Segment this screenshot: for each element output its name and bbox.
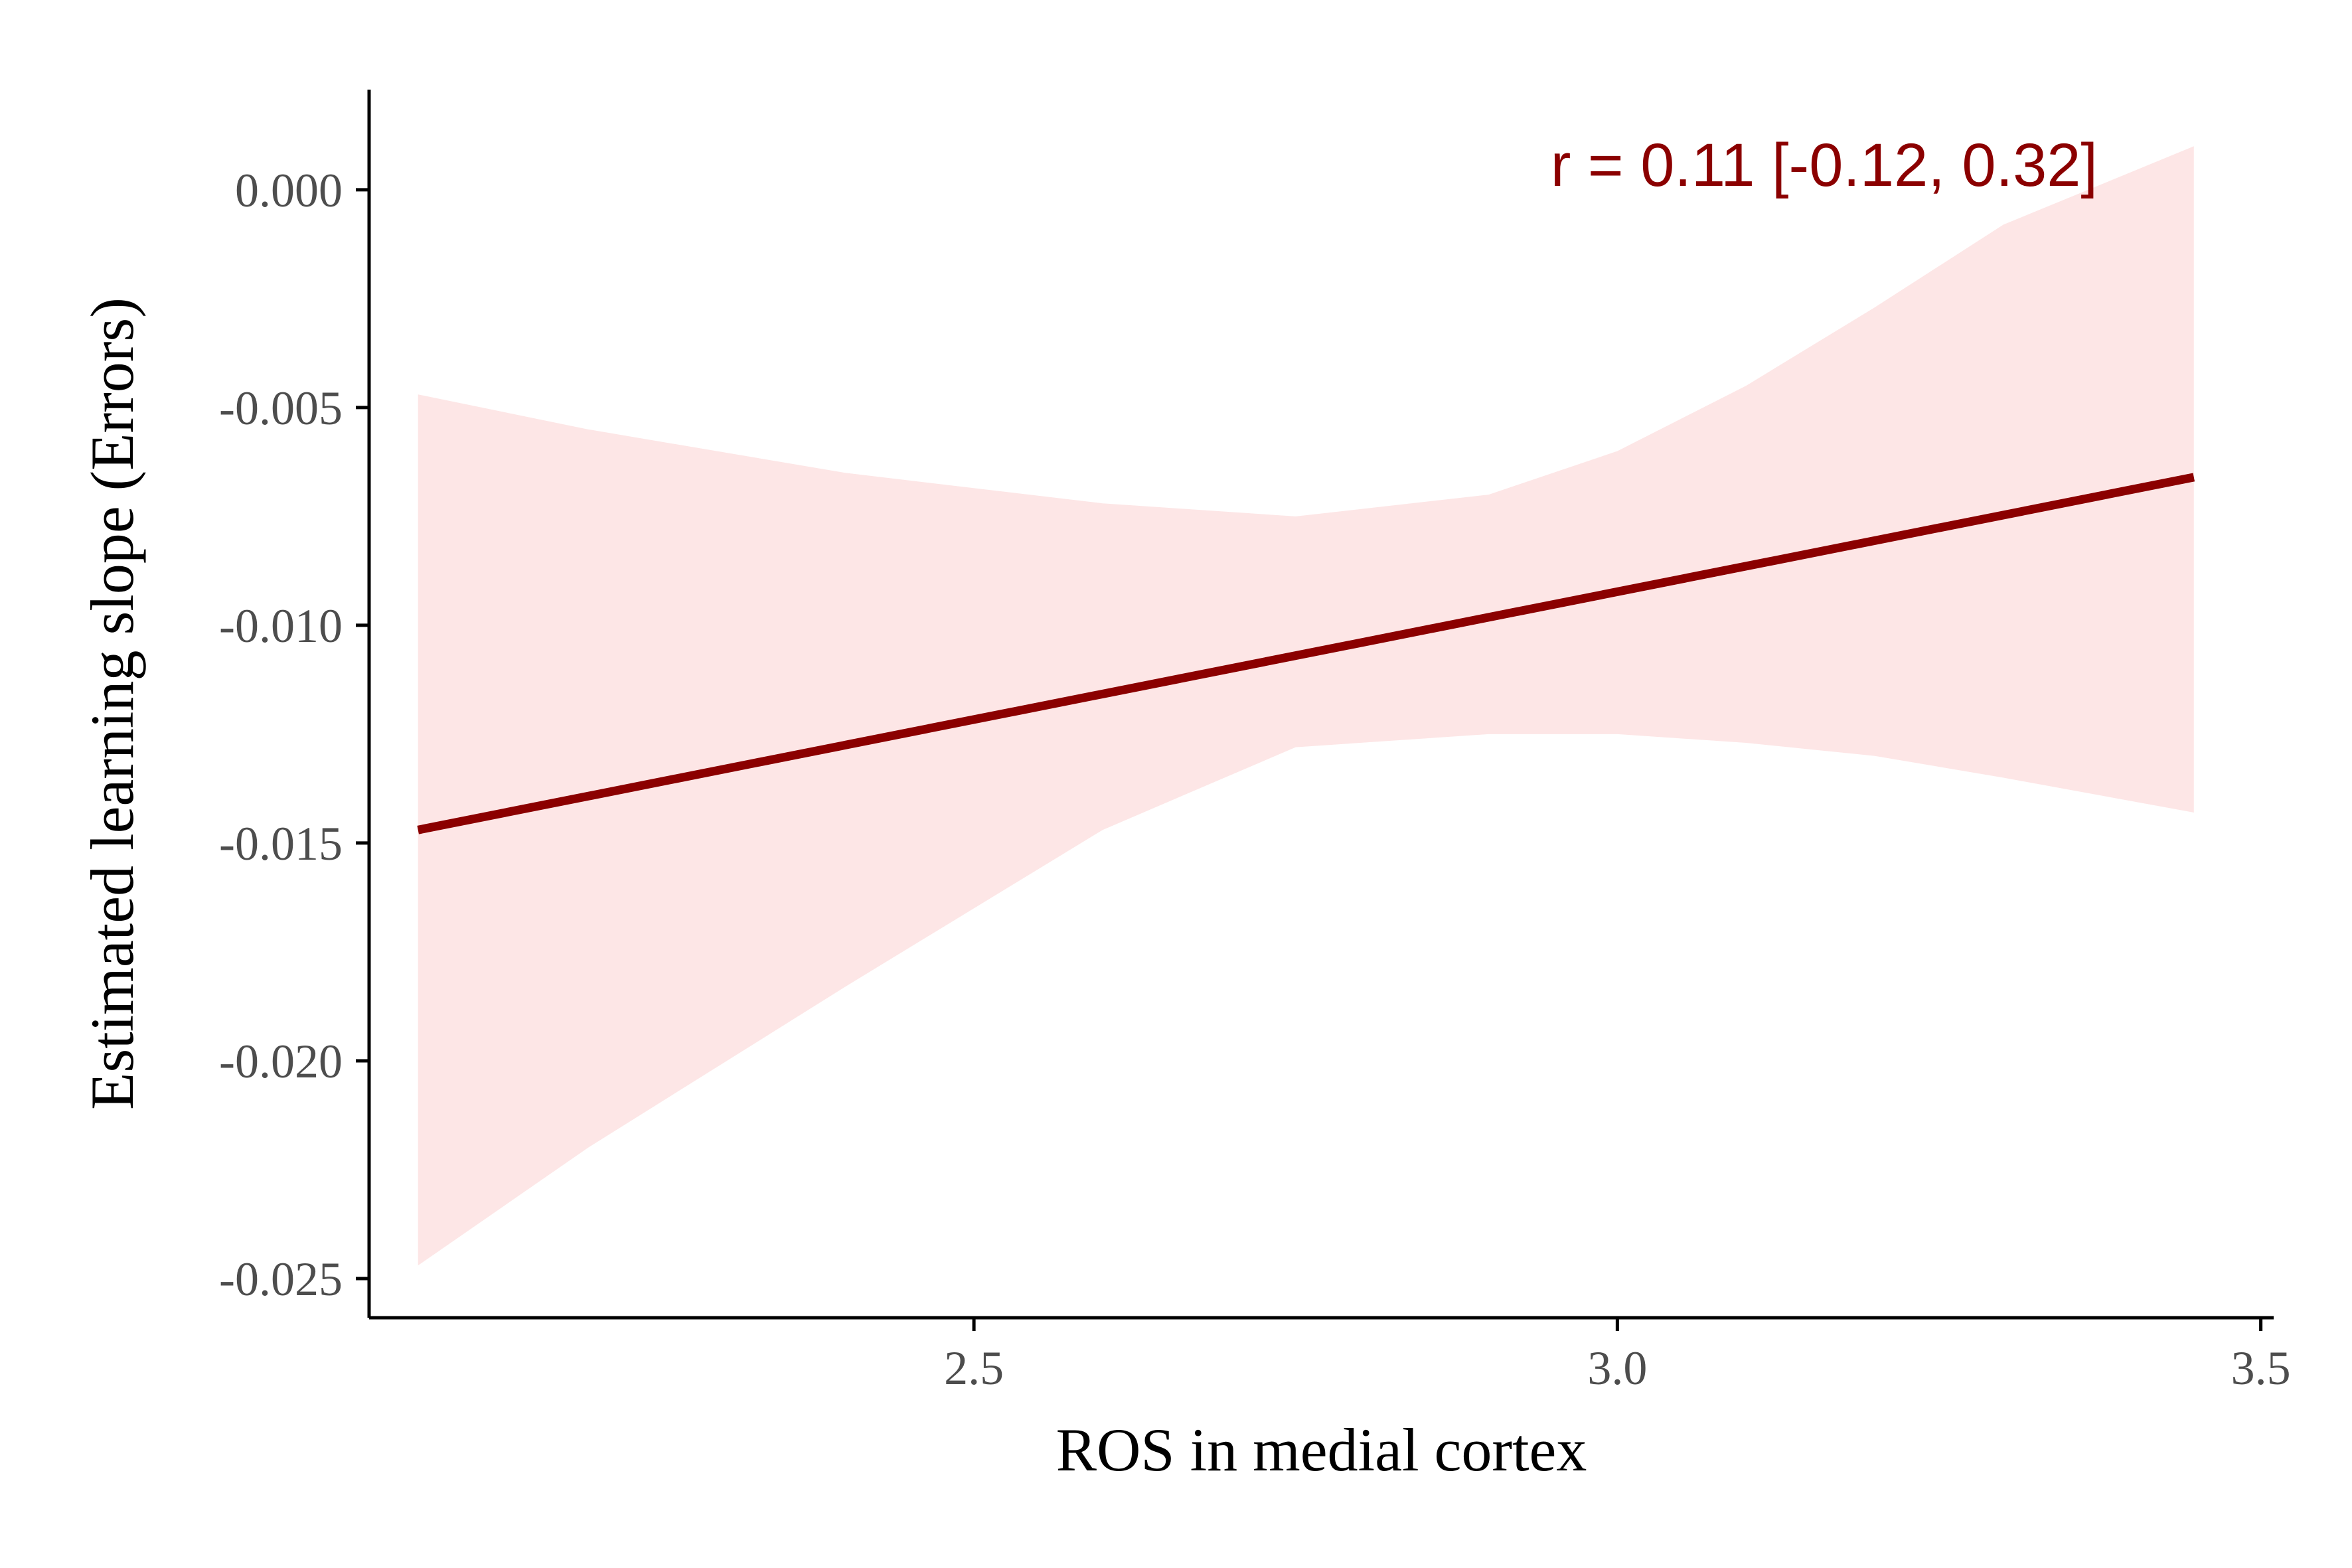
ticks: 0.000 -0.005 -0.010 -0.015 -0.020 -0.025 2.5 3.…: [219, 164, 2291, 1395]
y-tick-label: 0.000: [235, 164, 343, 217]
y-tick-label: -0.020: [219, 1035, 343, 1088]
y-tick-label: -0.025: [219, 1253, 343, 1306]
regression-line: [417, 473, 2195, 834]
y-axis-title: Estimated learning slope (Errors): [78, 297, 146, 1110]
plot-area: [417, 146, 2195, 1266]
x-tick-label: 3.0: [1587, 1342, 1647, 1395]
correlation-annotation: r = 0.11 [-0.12, 0.32]: [1551, 131, 2098, 199]
y-tick-label: -0.015: [219, 817, 343, 870]
x-tick-label: 3.5: [2231, 1342, 2291, 1395]
x-tick-label: 2.5: [944, 1342, 1004, 1395]
y-tick-label: -0.005: [219, 382, 343, 435]
x-axis-title: ROS in medial cortex: [1056, 1416, 1587, 1484]
axes: [367, 90, 2274, 1320]
y-tick-label: -0.010: [219, 599, 343, 653]
confidence-band: [418, 146, 2194, 1266]
